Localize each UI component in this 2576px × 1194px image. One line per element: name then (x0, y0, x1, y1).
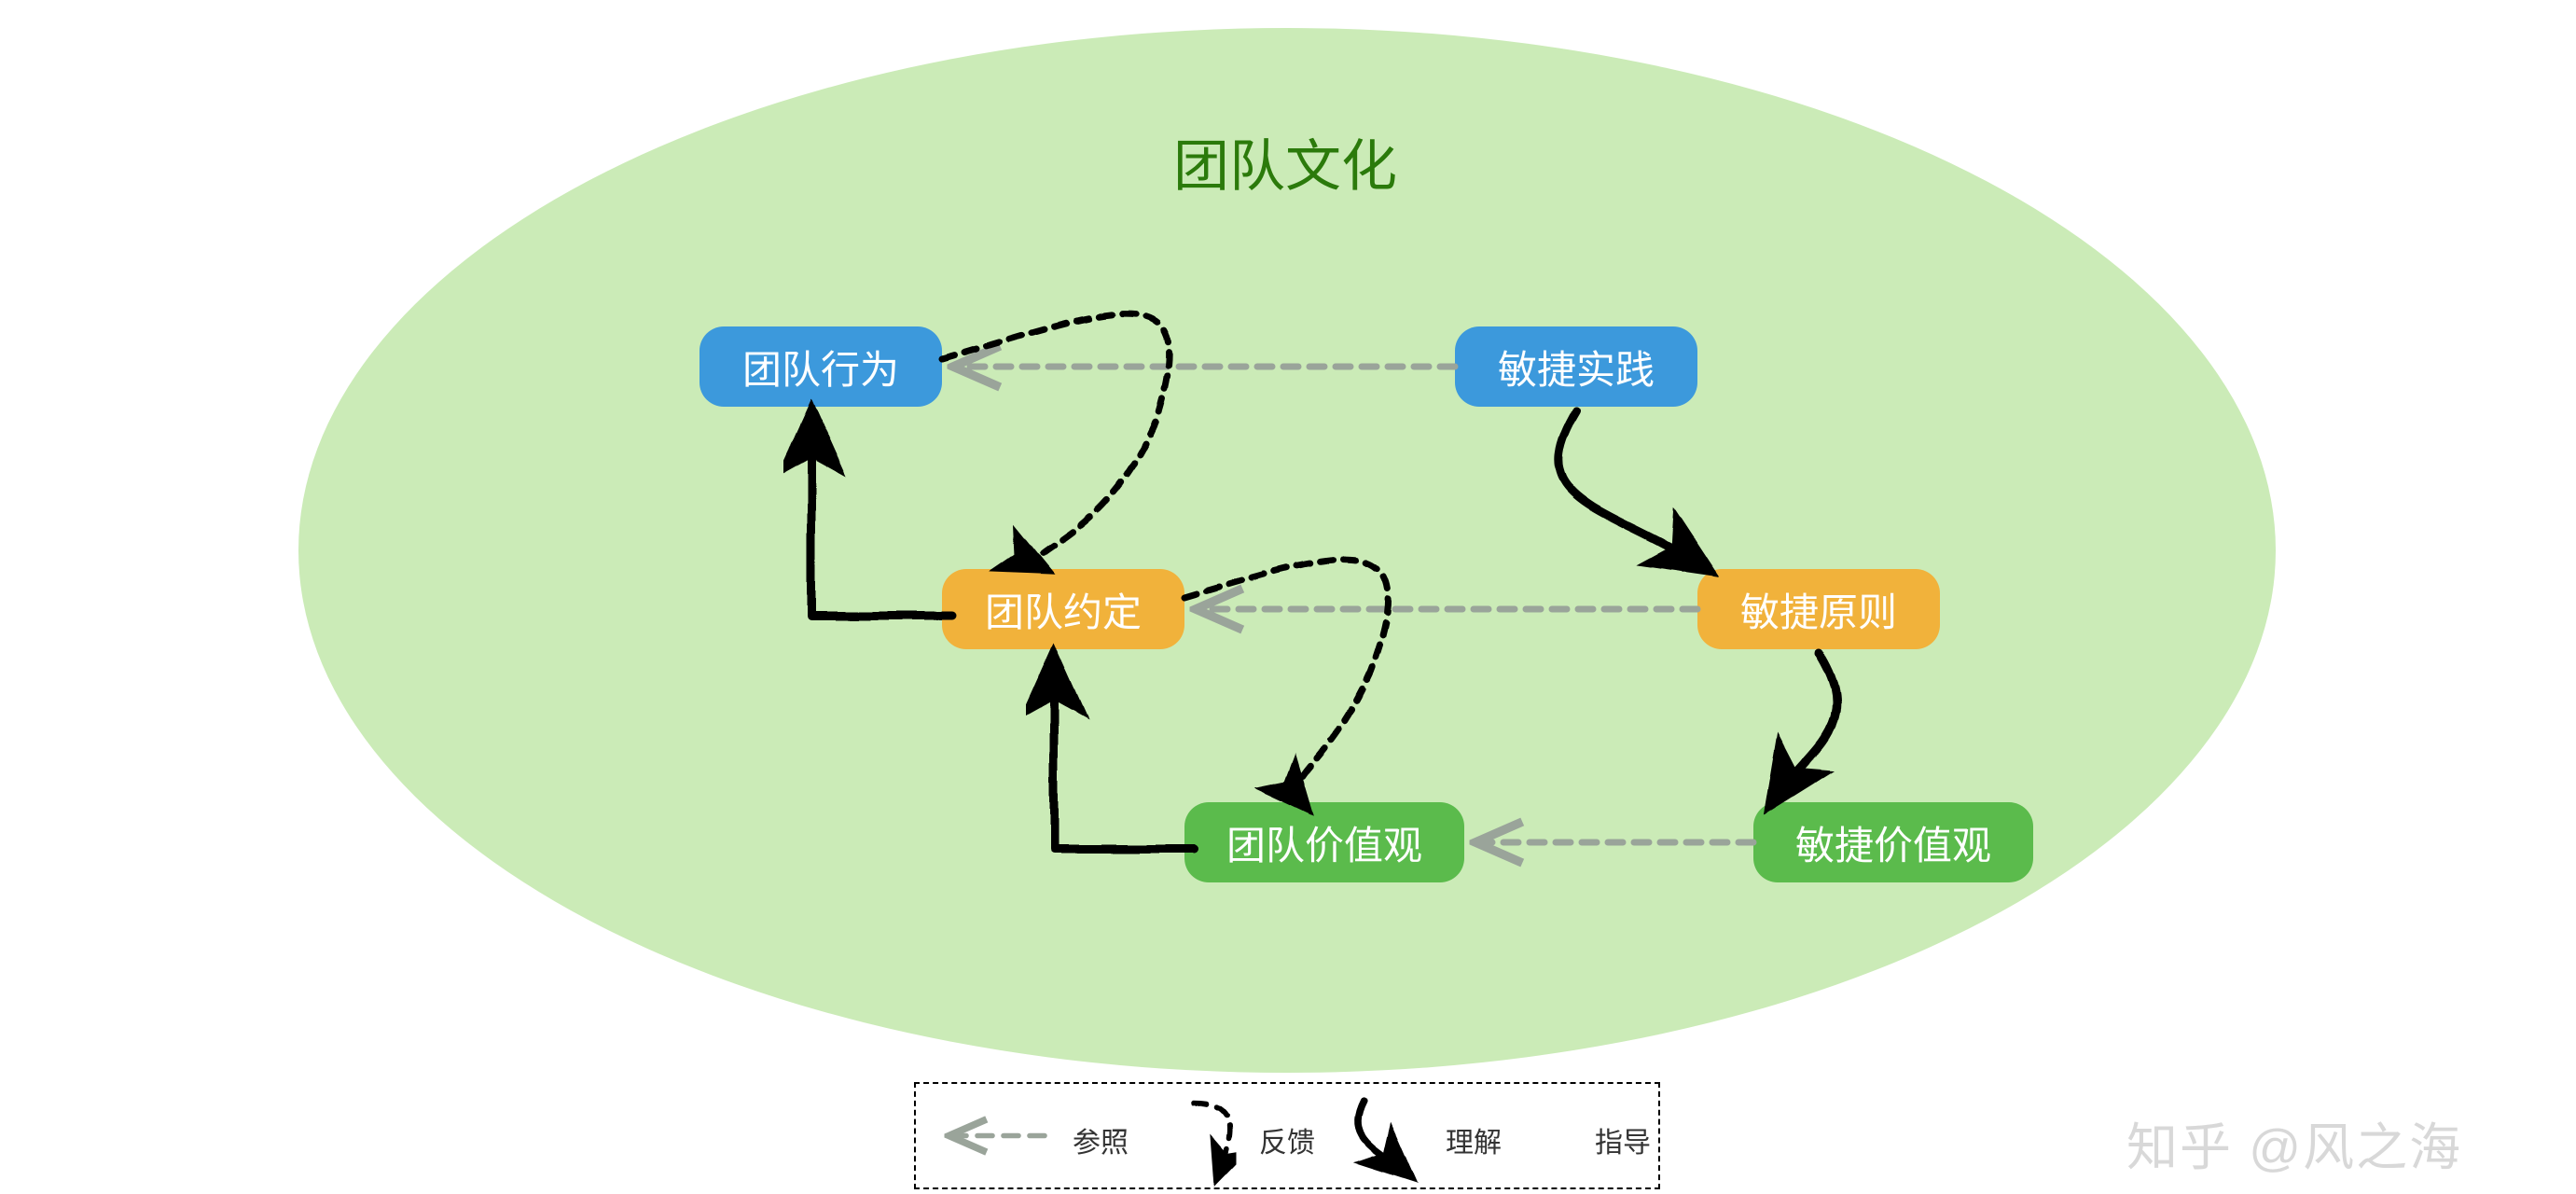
node-label: 团队价值观 (1226, 814, 1422, 871)
legend-label-guide: 指导 (1595, 1119, 1651, 1160)
node-label: 敏捷价值观 (1795, 814, 1991, 871)
diagram-canvas: 团队文化 团队行为 敏捷实践 团队约定 敏捷原则 团队价值观 敏捷价值观 参照 … (0, 0, 2576, 1194)
legend-label-understand: 理解 (1446, 1119, 1502, 1160)
node-label: 敏捷实践 (1498, 339, 1655, 396)
node-agile-principle: 敏捷原则 (1697, 569, 1940, 649)
node-agile-practice: 敏捷实践 (1455, 326, 1697, 407)
legend-label-feedback: 反馈 (1259, 1119, 1315, 1160)
watermark-text: 知乎 @风之海 (2126, 1105, 2462, 1180)
node-team-agreement: 团队约定 (942, 569, 1184, 649)
node-label: 敏捷原则 (1740, 581, 1897, 638)
node-agile-values: 敏捷价值观 (1753, 802, 2033, 882)
node-team-behavior: 团队行为 (699, 326, 942, 407)
legend-label-reference: 参照 (1073, 1119, 1129, 1160)
node-label: 团队约定 (985, 581, 1142, 638)
node-team-values: 团队价值观 (1184, 802, 1464, 882)
node-label: 团队行为 (742, 339, 899, 396)
diagram-title: 团队文化 (1173, 121, 1397, 202)
